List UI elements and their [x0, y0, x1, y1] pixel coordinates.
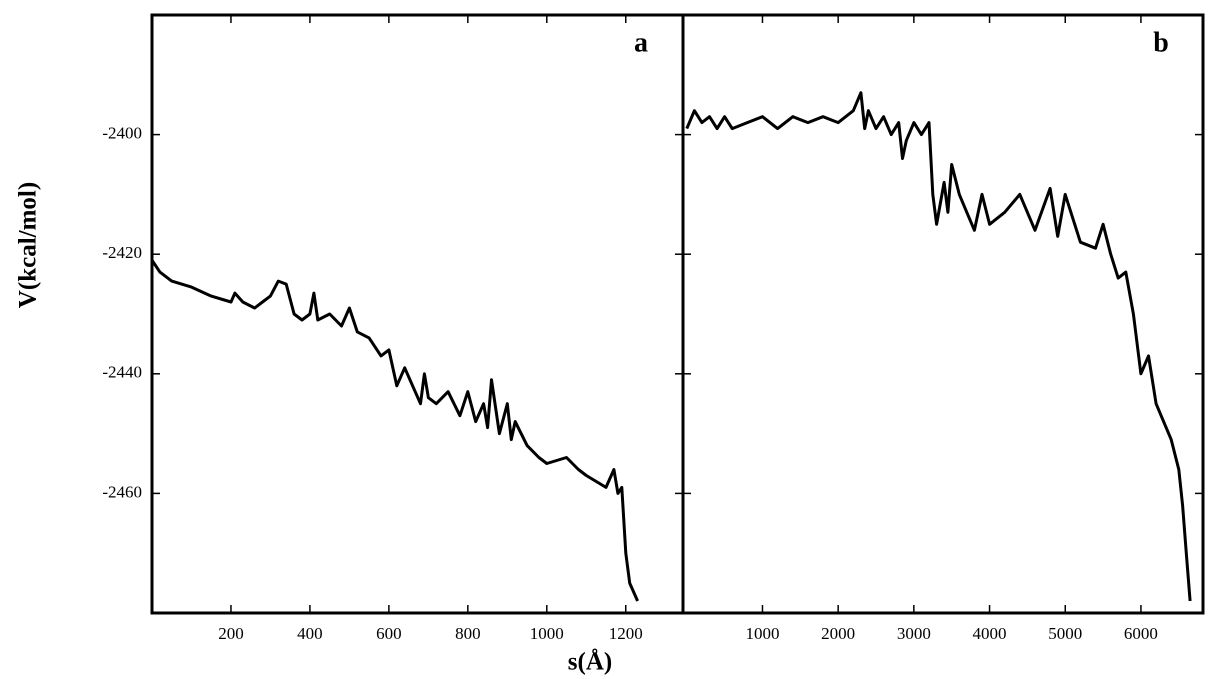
x-tick-label: 400 — [297, 624, 323, 643]
panel-label: b — [1153, 27, 1169, 58]
line — [685, 91, 1192, 602]
y-axis-label: V(kcal/mol) — [15, 182, 42, 308]
x-tick-label: 3000 — [897, 624, 931, 643]
x-tick-label: 1200 — [609, 624, 643, 643]
y-tick-label: -2400 — [102, 124, 142, 143]
panel-label: a — [634, 27, 648, 58]
x-tick-label: 200 — [218, 624, 244, 643]
x-tick-label: 600 — [376, 624, 402, 643]
x-tick-label: 1000 — [745, 624, 779, 643]
x-tick-label: 5000 — [1048, 624, 1082, 643]
x-tick-label: 800 — [455, 624, 481, 643]
y-tick-label: -2460 — [102, 482, 142, 501]
panel-frame — [681, 13, 1205, 615]
x-tick-label: 4000 — [973, 624, 1007, 643]
x-tick-label: 2000 — [821, 624, 855, 643]
y-tick-label: -2420 — [102, 243, 142, 262]
x-axis-label: s(Å) — [568, 648, 612, 676]
x-tick-label: 1000 — [530, 624, 564, 643]
y-tick-label: -2440 — [102, 363, 142, 382]
panel-frame — [150, 13, 685, 615]
line — [150, 259, 639, 602]
x-tick-label: 6000 — [1124, 624, 1158, 643]
